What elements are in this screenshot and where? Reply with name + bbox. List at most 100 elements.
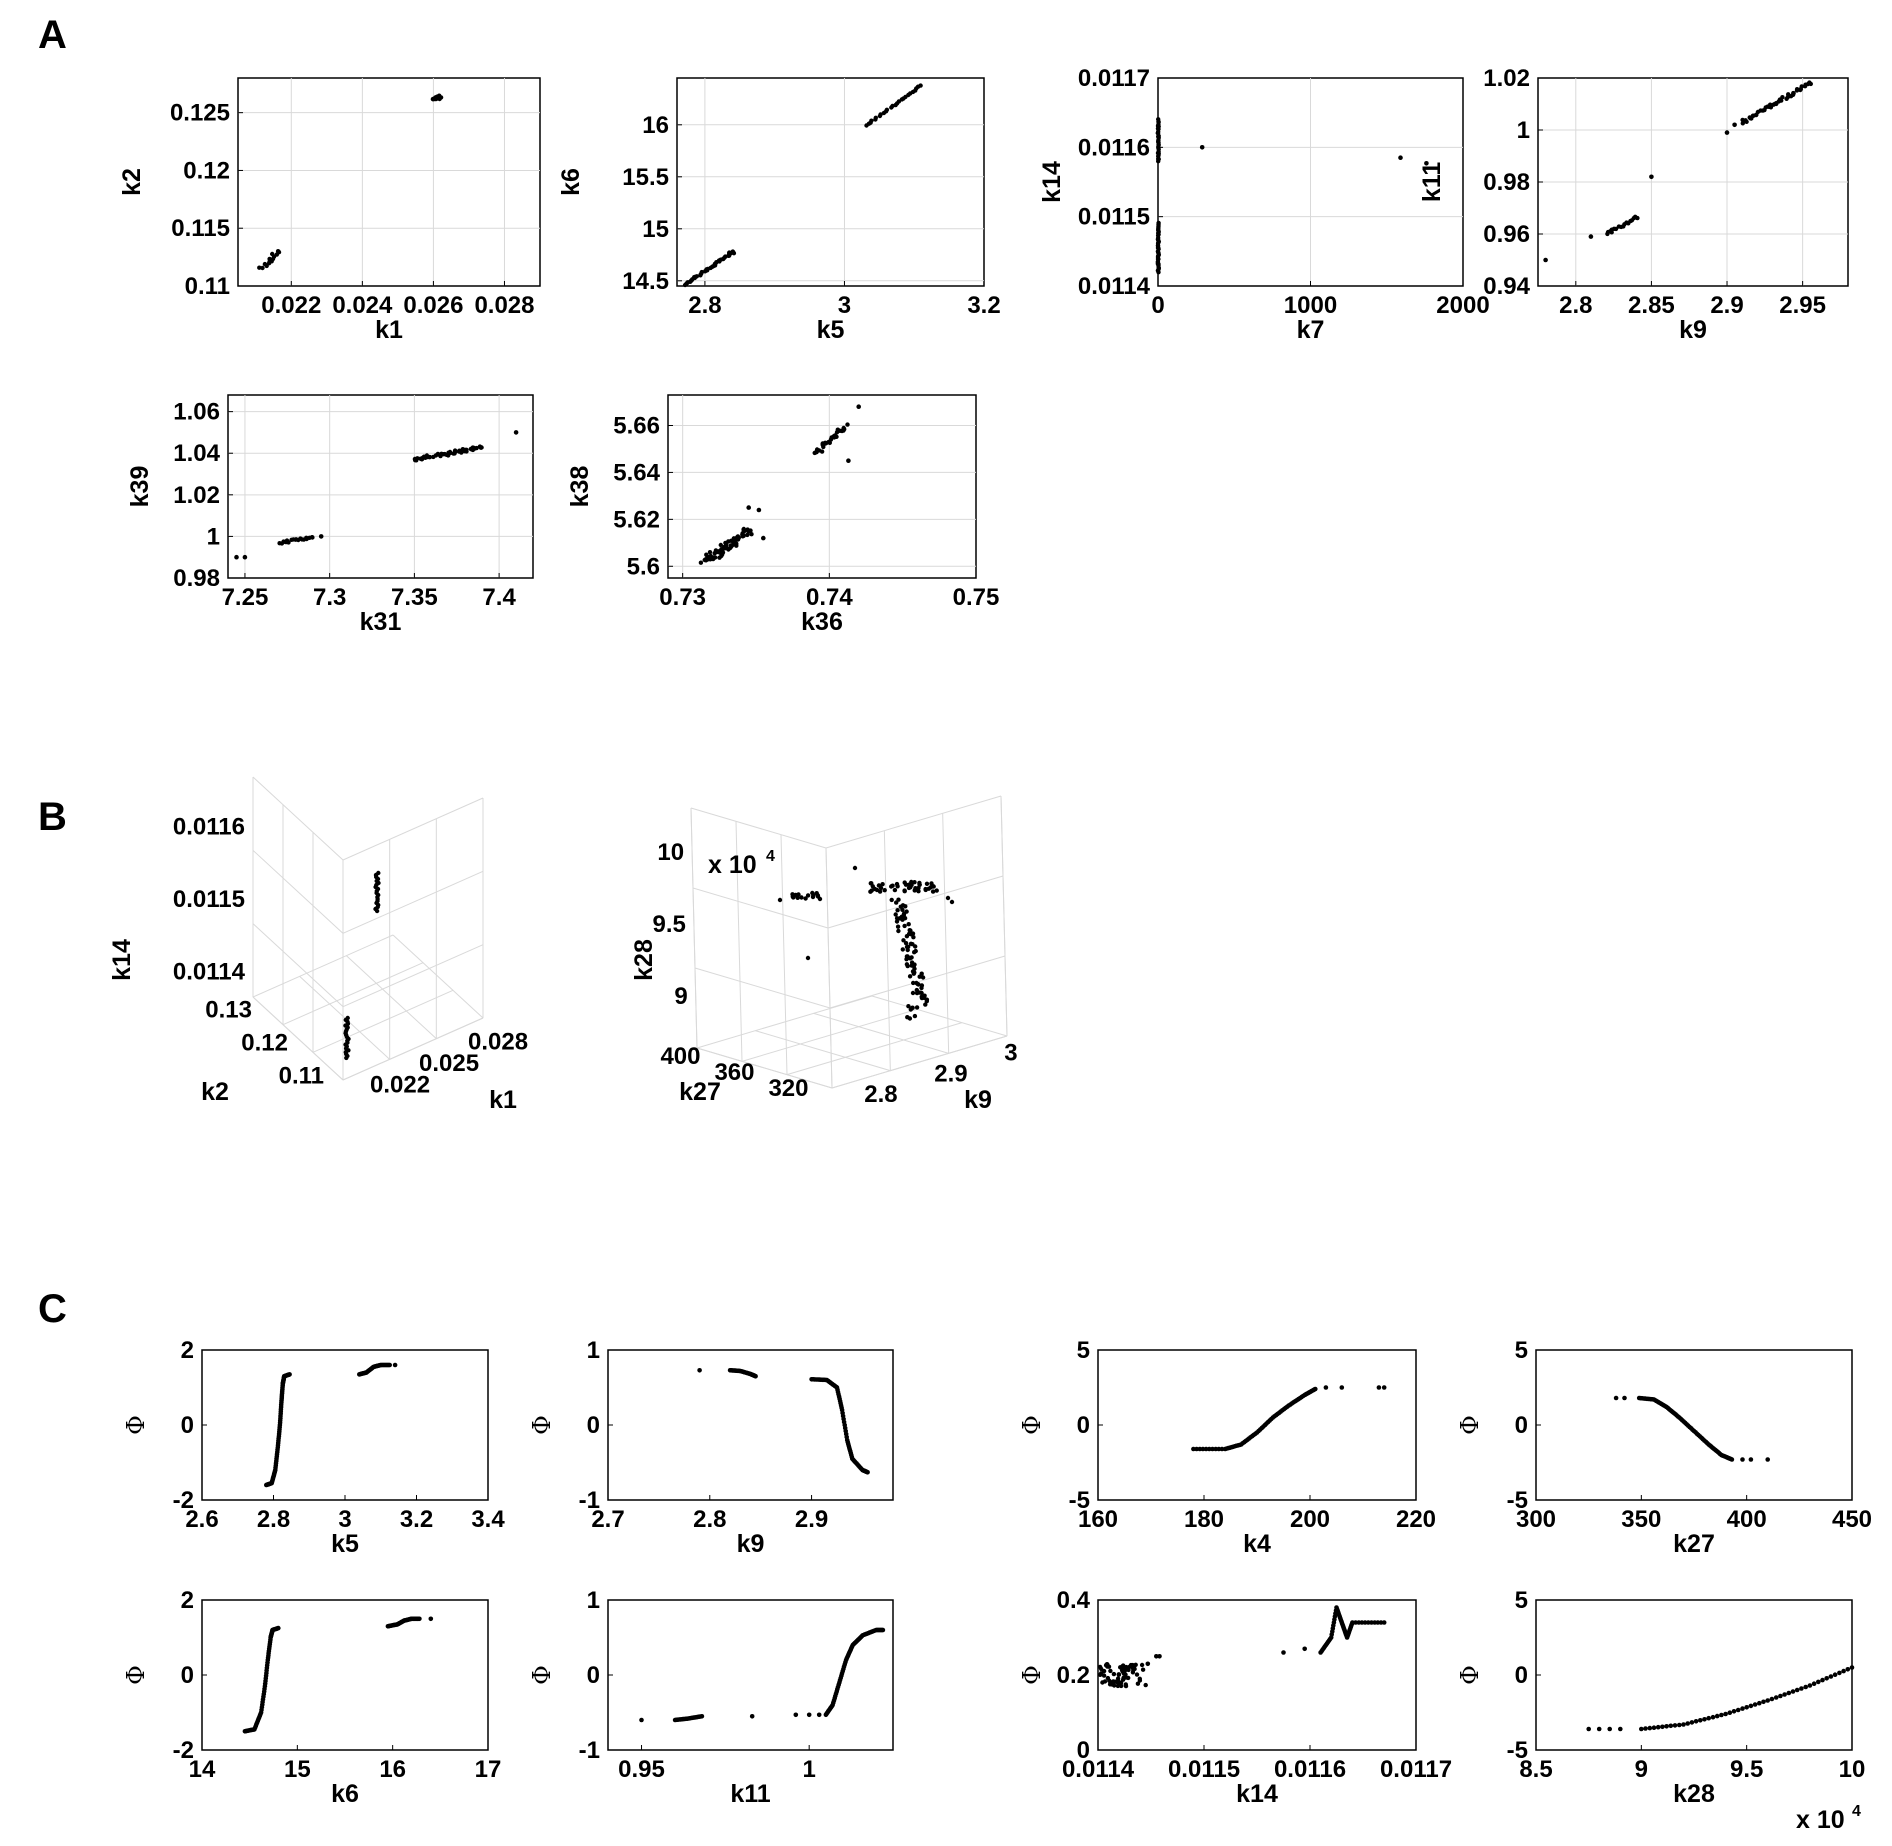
data-point (1799, 84, 1804, 89)
y-tick-label: -1 (579, 1487, 600, 1514)
data-point (1281, 1650, 1286, 1655)
y-tick-label: -5 (1507, 1487, 1528, 1514)
x-tick-label: 0.024 (332, 292, 393, 319)
data-point (873, 115, 878, 121)
data-point (1313, 1386, 1318, 1392)
grid-line (786, 1022, 963, 1076)
subplot-k5-vs-k6: 2.8 3 3.2 14.5 15 15.5 16 k5 k6 (557, 77, 1001, 344)
data-point (446, 450, 451, 455)
data-point (1732, 122, 1737, 128)
grid-line (780, 834, 788, 1075)
x-tick-label: 2.8 (688, 292, 721, 319)
axis-line (1000, 795, 1008, 1037)
data-point (810, 894, 816, 900)
data-point (1116, 1679, 1121, 1684)
grid-line (735, 821, 743, 1062)
y-tick-label: 0 (1515, 1662, 1528, 1689)
data-point (1735, 1707, 1741, 1713)
y-tick-label: 16 (642, 112, 669, 139)
y-tick-label: 0.11 (279, 1063, 324, 1090)
x-tick-label: 2000 (1436, 292, 1489, 319)
data-point (1773, 1695, 1779, 1700)
data-point (474, 445, 479, 451)
y-tick-label: 1.02 (173, 482, 220, 509)
data-point (719, 547, 724, 552)
grid-line (252, 776, 344, 861)
data-point (1362, 1620, 1368, 1625)
y-tick-label: 1 (587, 1587, 600, 1614)
data-point (1543, 257, 1548, 263)
y-tick-label: 0 (181, 1662, 194, 1689)
subplot-k4-vs-phi: 160 180 200 220 -5 0 5 k4 Φ (1018, 1337, 1436, 1558)
data-point (1116, 1672, 1122, 1677)
panel-label-a: A (38, 13, 67, 57)
data-point (1120, 1664, 1125, 1669)
x-tick-label: 7.3 (313, 584, 346, 611)
y-tick-label: 0 (587, 1662, 600, 1689)
subplot-k14-vs-phi: 0.0114 0.0115 0.0116 0.0117 0 0.2 0.4 k14 Φ (1018, 1587, 1452, 1808)
data-point (1123, 1682, 1129, 1687)
data-point (1849, 1665, 1855, 1670)
data-point (694, 274, 699, 279)
grid-line (871, 995, 1008, 1037)
x-tick-label: 17 (475, 1756, 502, 1783)
data-point (902, 923, 907, 929)
data-point (1768, 102, 1773, 107)
subplot-3d-k9-k27-k28: 9 9.5 10 320 360 400 2.8 2.9 3 k28 k27 k9 x 10 4 (630, 795, 1018, 1114)
data-point (1126, 1675, 1131, 1681)
data-point (1685, 1721, 1690, 1726)
x-tick-label: 0.028 (468, 1028, 528, 1055)
data-point (895, 908, 900, 913)
y-tick-label: 1.04 (173, 440, 220, 467)
x-tick-label: 2.7 (591, 1506, 624, 1533)
data-point (756, 507, 762, 513)
data-point (1157, 1654, 1162, 1659)
x-tick-label: 9.5 (1730, 1756, 1763, 1783)
y-tick-label: 0.96 (1483, 221, 1530, 248)
x-axis-label: k31 (360, 608, 402, 636)
y-tick-label: 0.11 (185, 273, 230, 300)
data-point (1398, 155, 1403, 160)
x-tick-label: 3.2 (400, 1506, 433, 1533)
data-point (912, 880, 917, 885)
data-point (1791, 90, 1796, 96)
x-tick-label: 0.75 (953, 584, 1000, 611)
data-point (1194, 1446, 1199, 1452)
data-point (697, 1368, 702, 1373)
subplot-k7-vs-k14: 0 1000 2000 0.0114 0.0115 0.0116 0.0117 k7 k14 (1038, 65, 1490, 344)
data-point (814, 891, 819, 896)
data-point (1108, 1668, 1113, 1674)
data-point (1689, 1720, 1695, 1725)
data-point (1381, 1385, 1387, 1390)
data-point (896, 897, 901, 902)
x-tick-label: 2.8 (693, 1506, 726, 1533)
data-point (837, 428, 843, 433)
y-axis-label: Φ (1456, 1415, 1484, 1435)
z-tick-label: 10 (657, 839, 684, 866)
x-axis-label: k5 (817, 316, 845, 344)
subplot-3d-k1-k2-k14: 0.0114 0.0115 0.0116 0.11 0.12 0.13 0.0220.025… (108, 776, 528, 1114)
data-point (513, 430, 519, 435)
data-point (1778, 1693, 1783, 1699)
x-axis-label: k1 (489, 1086, 517, 1114)
data-point (920, 975, 926, 980)
data-point (1803, 1684, 1808, 1690)
data-point (919, 985, 924, 991)
grid-line (883, 830, 891, 1071)
subplot-k5-vs-phi: 2.6 2.8 3 3.2 3.4 -2 0 2 k5 Φ (122, 1337, 505, 1558)
y-axis-label: Φ (122, 1415, 150, 1435)
data-point (1649, 174, 1654, 180)
data-point (1210, 1446, 1215, 1452)
grid-line (696, 1047, 833, 1089)
data-point (1375, 1620, 1381, 1625)
data-point (799, 895, 804, 900)
y-tick-label: 1 (207, 523, 220, 550)
x-axis-label: k28 (1673, 1780, 1715, 1808)
data-point (841, 425, 846, 431)
y-tick-label: 15 (642, 216, 669, 243)
plots-3d: 0.0114 0.0115 0.0116 0.11 0.12 0.13 0.0220.025… (108, 776, 1018, 1114)
x-axis-label: k5 (331, 1530, 359, 1558)
data-point (1607, 1726, 1612, 1732)
grid-line (252, 849, 344, 934)
data-point (1154, 1654, 1159, 1659)
